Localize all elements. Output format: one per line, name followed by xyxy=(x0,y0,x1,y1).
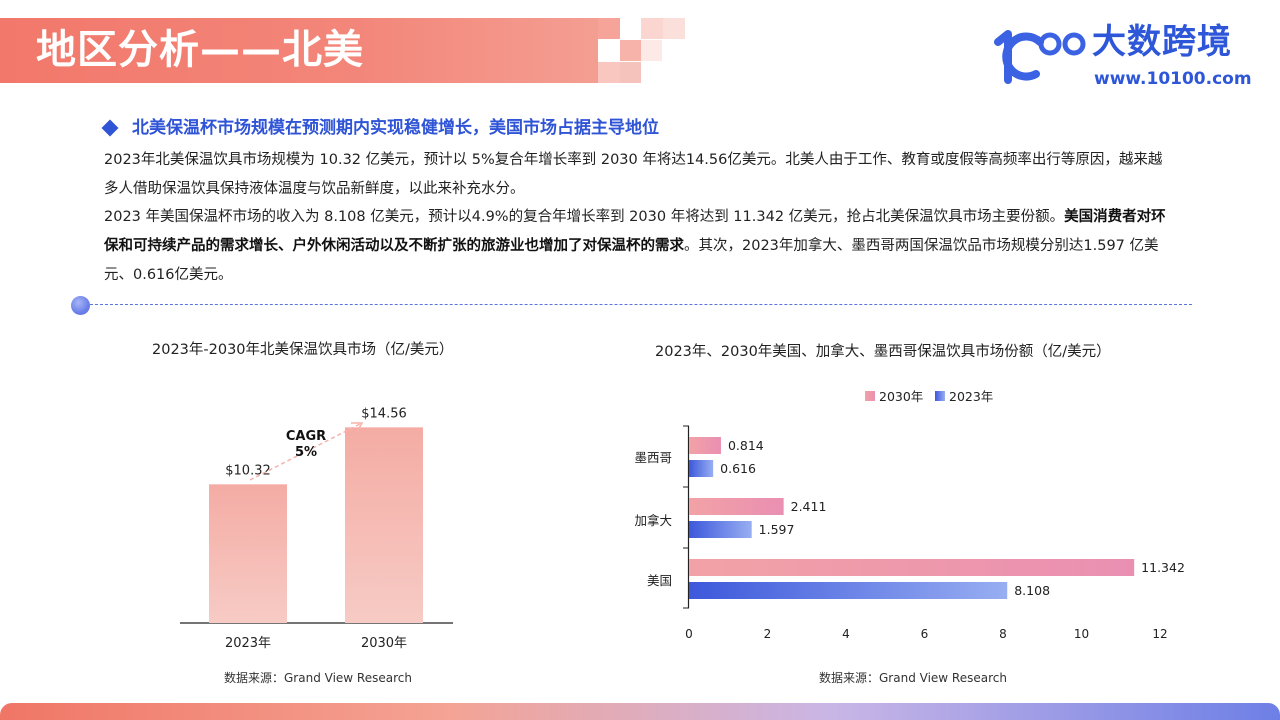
paragraph-us-market: 2023 年美国保温杯市场的收入为 8.108 亿美元，预计以4.9%的复合年增… xyxy=(104,203,1174,290)
decor-square xyxy=(641,40,662,61)
legend-swatch-2030 xyxy=(865,391,875,401)
right-chart-source: 数据来源：Grand View Research xyxy=(819,671,1007,685)
left-chart-source: 数据来源：Grand View Research xyxy=(224,671,412,685)
value-label-mexico-2030: 0.814 xyxy=(728,438,764,453)
bar-2023 xyxy=(209,484,287,623)
category-label-mexico: 墨西哥 xyxy=(634,450,672,465)
legend-label-2030: 2030年 xyxy=(879,389,923,404)
category-label-usa: 美国 xyxy=(647,573,672,588)
paragraph-text: 。其次，2023年加拿大、墨西哥两国保温饮品市场规模分别达1.597 亿美元、0… xyxy=(104,238,1159,283)
x-tick-label: 4 xyxy=(842,627,850,641)
x-tick-labels: 0 2 4 6 8 10 12 xyxy=(685,627,1167,641)
bar-2030 xyxy=(345,427,423,623)
x-tick-label-2030: 2030年 xyxy=(361,636,407,651)
decor-square xyxy=(620,40,641,61)
bar-mexico-2023 xyxy=(689,460,714,477)
value-label-usa-2030: 11.342 xyxy=(1141,560,1185,575)
decor-square xyxy=(620,62,641,83)
value-label-canada-2030: 2.411 xyxy=(791,499,827,514)
value-label-mexico-2023: 0.616 xyxy=(720,461,756,476)
bottom-gradient-bar xyxy=(0,703,1280,720)
bar-canada-2023 xyxy=(689,521,752,538)
cagr-arrowhead-icon xyxy=(351,422,364,433)
right-horizontal-bar-chart: 2030年 2023年 墨西哥 加拿大 美国 0.814 0.616 2.411… xyxy=(634,389,1185,641)
x-tick-label: 0 xyxy=(685,627,693,641)
decor-square xyxy=(598,62,620,83)
paragraph-text: 2023 年美国保温杯市场的收入为 8.108 亿美元，预计以4.9%的复合年增… xyxy=(104,209,1065,225)
bar-usa-2023 xyxy=(689,582,1008,599)
section-heading-text: 北美保温杯市场规模在预测期内实现稳健增长，美国市场占据主导地位 xyxy=(132,118,659,138)
left-chart-title: 2023年-2030年北美保温饮具市场（亿/美元） xyxy=(152,342,454,358)
legend-label-2023: 2023年 xyxy=(949,389,993,404)
divider-dot-icon xyxy=(71,296,90,315)
value-label-canada-2023: 1.597 xyxy=(759,522,795,537)
decor-square xyxy=(641,18,663,39)
bar-mexico-2030 xyxy=(689,437,721,454)
legend-swatch-2023 xyxy=(935,391,945,401)
logo-10100-icon xyxy=(994,30,1086,84)
left-bar-chart: $10.32 $14.56 2023年 2030年 CAGR 5% xyxy=(180,406,453,651)
bar-canada-2030 xyxy=(689,498,784,515)
divider-line xyxy=(80,304,1192,305)
cagr-label: CAGR xyxy=(286,429,326,444)
x-tick-label: 6 xyxy=(921,627,929,641)
brand-name: 大数跨境 xyxy=(1092,22,1232,62)
paragraph-bold-text: 美国消费者对环保和可持续产品的需求增长、户外休闲活动以及不断扩张的旅游业也增加了… xyxy=(104,209,1166,254)
section-heading: 北美保温杯市场规模在预测期内实现稳健增长，美国市场占据主导地位 xyxy=(101,116,659,140)
category-label-canada: 加拿大 xyxy=(634,513,672,528)
x-tick-label-2023: 2023年 xyxy=(225,636,271,651)
value-label-usa-2023: 8.108 xyxy=(1014,583,1050,598)
page-title: 地区分析——北美 xyxy=(36,27,364,73)
brand-url: www.10100.com xyxy=(1094,69,1252,89)
decor-square xyxy=(598,18,620,39)
bar-value-label-2030: $14.56 xyxy=(361,406,407,421)
x-tick-label: 8 xyxy=(999,627,1007,641)
x-tick-label: 10 xyxy=(1074,627,1089,641)
paragraph-market-size: 2023年北美保温饮具市场规模为 10.32 亿美元，预计以 5%复合年增长率到… xyxy=(104,152,1163,197)
diamond-bullet-icon xyxy=(101,119,119,137)
x-tick-label: 12 xyxy=(1152,627,1167,641)
right-chart-title: 2023年、2030年美国、加拿大、墨西哥保温饮具市场份额（亿/美元） xyxy=(655,344,1111,360)
x-tick-label: 2 xyxy=(764,627,772,641)
cagr-value: 5% xyxy=(295,445,317,460)
bar-usa-2030 xyxy=(689,559,1135,576)
decor-square xyxy=(663,18,685,39)
header-band xyxy=(0,18,598,83)
bar-value-label-2023: $10.32 xyxy=(225,463,271,478)
